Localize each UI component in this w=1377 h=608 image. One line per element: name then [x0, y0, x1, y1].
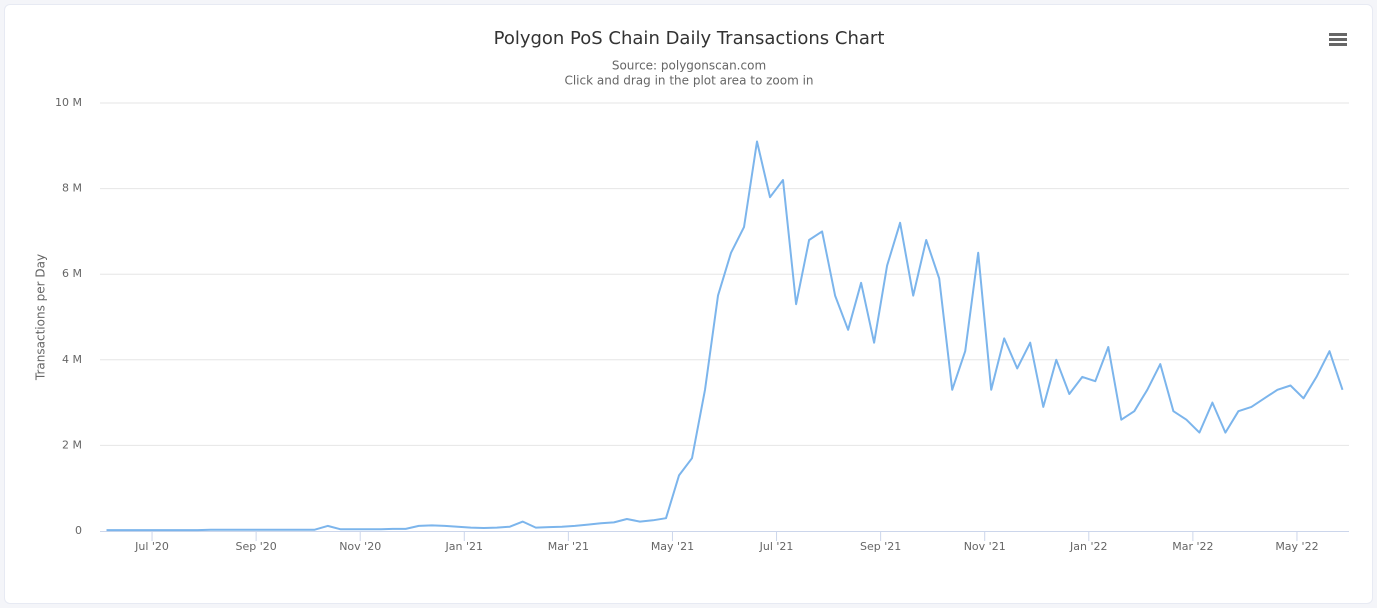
x-tick-label: Mar '21: [548, 540, 589, 553]
x-tick-label: Mar '22: [1172, 540, 1213, 553]
menu-bar[interactable]: [1329, 38, 1347, 41]
menu-bar[interactable]: [1329, 33, 1347, 36]
y-tick-label: 0: [75, 524, 82, 537]
x-tick-label: Jan '22: [1069, 540, 1107, 553]
x-tick-label: Jan '21: [445, 540, 483, 553]
x-tick-label: Nov '21: [964, 540, 1006, 553]
y-tick-label: 8 M: [62, 182, 82, 195]
menu-button[interactable]: [1329, 33, 1347, 46]
x-tick-label: Sep '20: [236, 540, 277, 553]
y-tick-label: 6 M: [62, 267, 82, 280]
x-tick-label: May '21: [651, 540, 694, 553]
x-tick-label: Sep '21: [860, 540, 901, 553]
series-line: [106, 140, 1344, 532]
note: Click and drag in the plot area to zoom …: [564, 74, 813, 88]
x-tick-label: Nov '20: [339, 540, 381, 553]
y-tick-label: 10 M: [55, 96, 82, 109]
subtitle: Source: polygonscan.com: [612, 59, 766, 73]
y-tick-label: 2 M: [62, 438, 82, 451]
menu-bar[interactable]: [1329, 43, 1347, 46]
y-axis-label: Transactions per Day: [34, 254, 48, 381]
x-tick-label: Jul '21: [759, 540, 794, 553]
x-tick-label: May '22: [1275, 540, 1318, 553]
x-tick-label: Jul '20: [134, 540, 169, 553]
y-tick-label: 4 M: [62, 353, 82, 366]
card: [4, 4, 1373, 604]
chart-title: Polygon PoS Chain Daily Transactions Cha…: [494, 28, 885, 49]
